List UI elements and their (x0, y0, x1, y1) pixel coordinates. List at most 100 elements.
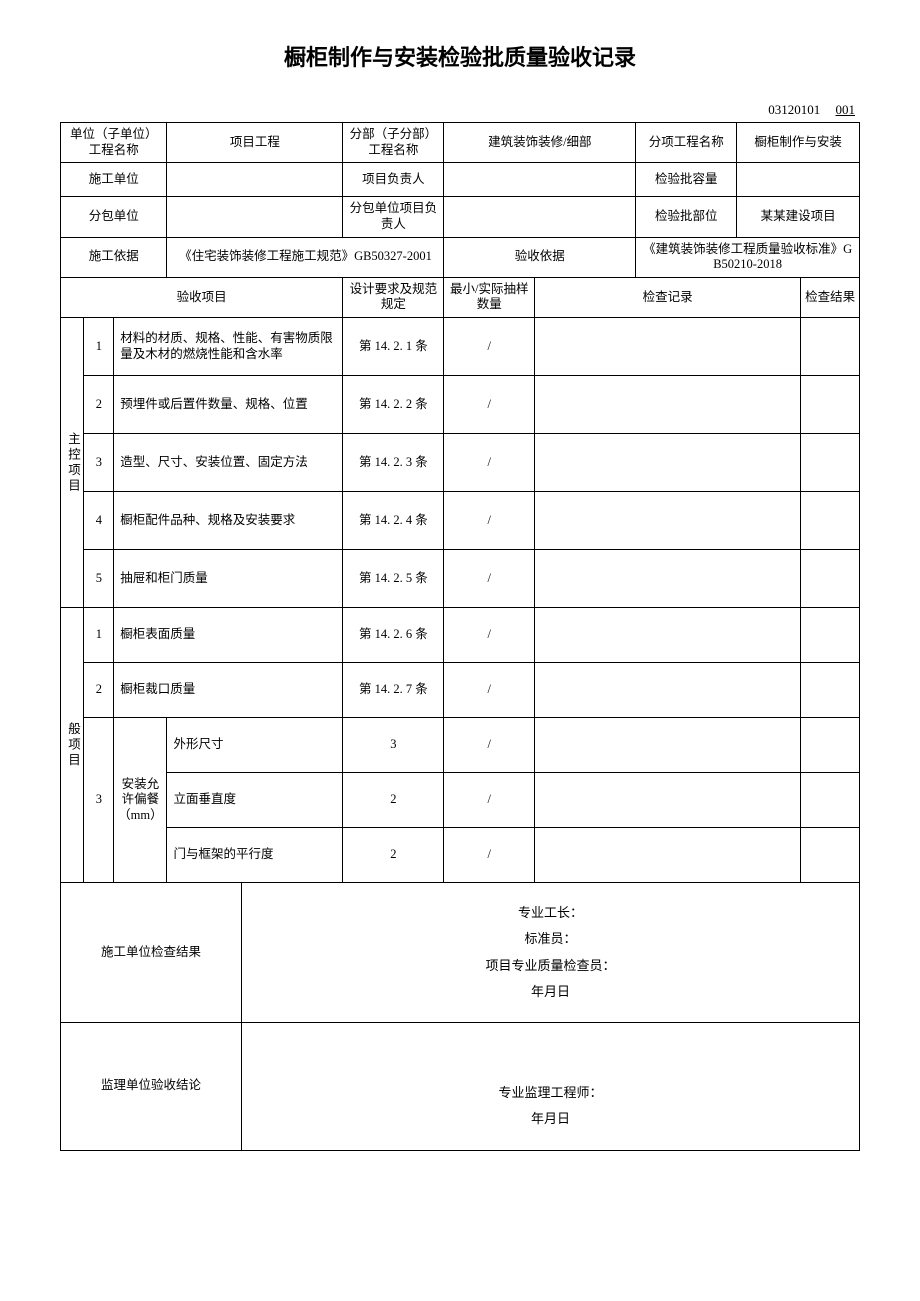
supervisor-result-content: 专业监理工程师： 年月日 (242, 1023, 860, 1151)
main-5-result (801, 550, 860, 608)
gen-1-result (801, 608, 860, 663)
gen-row-3c: 门与框架的平行度 2 / (61, 828, 860, 883)
col-item: 验收项目 (61, 277, 343, 317)
main-1-spec: 第 14. 2. 1 条 (343, 318, 444, 376)
hdr-subitem-val: 橱柜制作与安装 (737, 123, 860, 163)
hdr-acceptance-basis-val: 《建筑装饰装修工程质量验收标准》GB50210-2018 (636, 237, 860, 277)
col-spec: 设计要求及规范规定 (343, 277, 444, 317)
hdr-pm-val (444, 163, 636, 197)
gen-3a-sample: / (444, 718, 535, 773)
main-1-result (801, 318, 860, 376)
main-1-desc: 材料的材质、规格、性能、有害物质限量及木材的燃烧性能和含水率 (114, 318, 343, 376)
inspection-table: 单位（子单位）工程名称 项目工程 分部（子分部）工程名称 建筑装饰装修/细部 分… (60, 122, 860, 1151)
doc-code: 03120101 (768, 102, 820, 117)
gen-3-no: 3 (84, 718, 114, 883)
gen-3c-spec: 2 (343, 828, 444, 883)
gen-row-2: 2 橱柜裁口质量 第 14. 2. 7 条 / (61, 663, 860, 718)
gen-3a-spec: 3 (343, 718, 444, 773)
gen-3b-record (534, 773, 800, 828)
main-row-3: 3 造型、尺寸、安装位置、固定方法 第 14. 2. 3 条 / (61, 434, 860, 492)
main-row-5: 5 抽屉和柜门质量 第 14. 2. 5 条 / (61, 550, 860, 608)
hdr-unit-name-label: 单位（子单位）工程名称 (61, 123, 167, 163)
gen-row-3b: 立面垂直度 2 / (61, 773, 860, 828)
sig-inspector: 项目专业质量检查员： (242, 958, 859, 974)
main-4-no: 4 (84, 492, 114, 550)
gen-1-record (534, 608, 800, 663)
gen-3b-result (801, 773, 860, 828)
construction-result-content: 专业工长： 标准员： 项目专业质量检查员： 年月日 (242, 883, 860, 1023)
doc-serial: 001 (836, 102, 856, 117)
supervisor-result-row: 监理单位验收结论 专业监理工程师： 年月日 (61, 1023, 860, 1151)
hdr-subitem-label: 分项工程名称 (636, 123, 737, 163)
main-4-result (801, 492, 860, 550)
main-4-spec: 第 14. 2. 4 条 (343, 492, 444, 550)
gen-3b-desc: 立面垂直度 (167, 773, 343, 828)
hdr-batch-location-label: 检验批部位 (636, 197, 737, 237)
hdr-batch-capacity-val (737, 163, 860, 197)
col-sample: 最小/实际抽样数量 (444, 277, 535, 317)
main-4-desc: 橱柜配件品种、规格及安装要求 (114, 492, 343, 550)
hdr-acceptance-basis-label: 验收依据 (444, 237, 636, 277)
gen-1-desc: 橱柜表面质量 (114, 608, 343, 663)
main-2-record (534, 376, 800, 434)
main-2-result (801, 376, 860, 434)
gen-3c-result (801, 828, 860, 883)
main-4-record (534, 492, 800, 550)
hdr-unit-name-val: 项目工程 (167, 123, 343, 163)
column-headers: 验收项目 设计要求及规范规定 最小/实际抽样数量 检查记录 检查结果 (61, 277, 860, 317)
hdr-pm-label: 项目负责人 (343, 163, 444, 197)
header-row-3: 分包单位 分包单位项目负责人 检验批部位 某某建设项目 (61, 197, 860, 237)
gen-3c-desc: 门与框架的平行度 (167, 828, 343, 883)
header-row-1: 单位（子单位）工程名称 项目工程 分部（子分部）工程名称 建筑装饰装修/细部 分… (61, 123, 860, 163)
sig-date-2: 年月日 (242, 1111, 859, 1127)
gen-row-3a: 3 安装允许偏餐（mm） 外形尺寸 3 / (61, 718, 860, 773)
hdr-construction-unit-val (167, 163, 343, 197)
gen-2-spec: 第 14. 2. 7 条 (343, 663, 444, 718)
sig-supervisor-engineer: 专业监理工程师： (242, 1085, 859, 1101)
main-3-desc: 造型、尺寸、安装位置、固定方法 (114, 434, 343, 492)
gen-3b-spec: 2 (343, 773, 444, 828)
construction-result-row: 施工单位检查结果 专业工长： 标准员： 项目专业质量检查员： 年月日 (61, 883, 860, 1023)
main-row-2: 2 预埋件或后置件数量、规格、位置 第 14. 2. 2 条 / (61, 376, 860, 434)
main-5-sample: / (444, 550, 535, 608)
main-2-no: 2 (84, 376, 114, 434)
main-5-record (534, 550, 800, 608)
main-3-record (534, 434, 800, 492)
supervisor-result-label: 监理单位验收结论 (61, 1023, 242, 1151)
gen-3c-sample: / (444, 828, 535, 883)
hdr-construction-basis-label: 施工依据 (61, 237, 167, 277)
main-1-record (534, 318, 800, 376)
main-section-label: 主控项目 (61, 318, 84, 608)
hdr-section-name-val: 建筑装饰装修/细部 (444, 123, 636, 163)
gen-3a-result (801, 718, 860, 773)
header-row-2: 施工单位 项目负责人 检验批容量 (61, 163, 860, 197)
hdr-subcontract-label: 分包单位 (61, 197, 167, 237)
gen-1-sample: / (444, 608, 535, 663)
hdr-construction-basis-val: 《住宅装饰装修工程施工规范》GB50327-2001 (167, 237, 444, 277)
col-record: 检查记录 (534, 277, 800, 317)
hdr-subcontract-pm-label: 分包单位项目负责人 (343, 197, 444, 237)
gen-2-result (801, 663, 860, 718)
hdr-subcontract-pm-val (444, 197, 636, 237)
main-3-sample: / (444, 434, 535, 492)
col-result: 检查结果 (801, 277, 860, 317)
gen-1-no: 1 (84, 608, 114, 663)
hdr-batch-location-val: 某某建设项目 (737, 197, 860, 237)
main-2-sample: / (444, 376, 535, 434)
gen-3c-record (534, 828, 800, 883)
gen-2-sample: / (444, 663, 535, 718)
hdr-construction-unit-label: 施工单位 (61, 163, 167, 197)
gen-1-spec: 第 14. 2. 6 条 (343, 608, 444, 663)
gen-2-no: 2 (84, 663, 114, 718)
main-3-no: 3 (84, 434, 114, 492)
page-title: 橱柜制作与安装检验批质量验收记录 (60, 40, 860, 72)
construction-result-label: 施工单位检查结果 (61, 883, 242, 1023)
main-1-no: 1 (84, 318, 114, 376)
gen-2-record (534, 663, 800, 718)
main-5-desc: 抽屉和柜门质量 (114, 550, 343, 608)
main-3-result (801, 434, 860, 492)
general-section-label: 般项目 (61, 608, 84, 883)
main-1-sample: / (444, 318, 535, 376)
header-row-4: 施工依据 《住宅装饰装修工程施工规范》GB50327-2001 验收依据 《建筑… (61, 237, 860, 277)
main-2-spec: 第 14. 2. 2 条 (343, 376, 444, 434)
